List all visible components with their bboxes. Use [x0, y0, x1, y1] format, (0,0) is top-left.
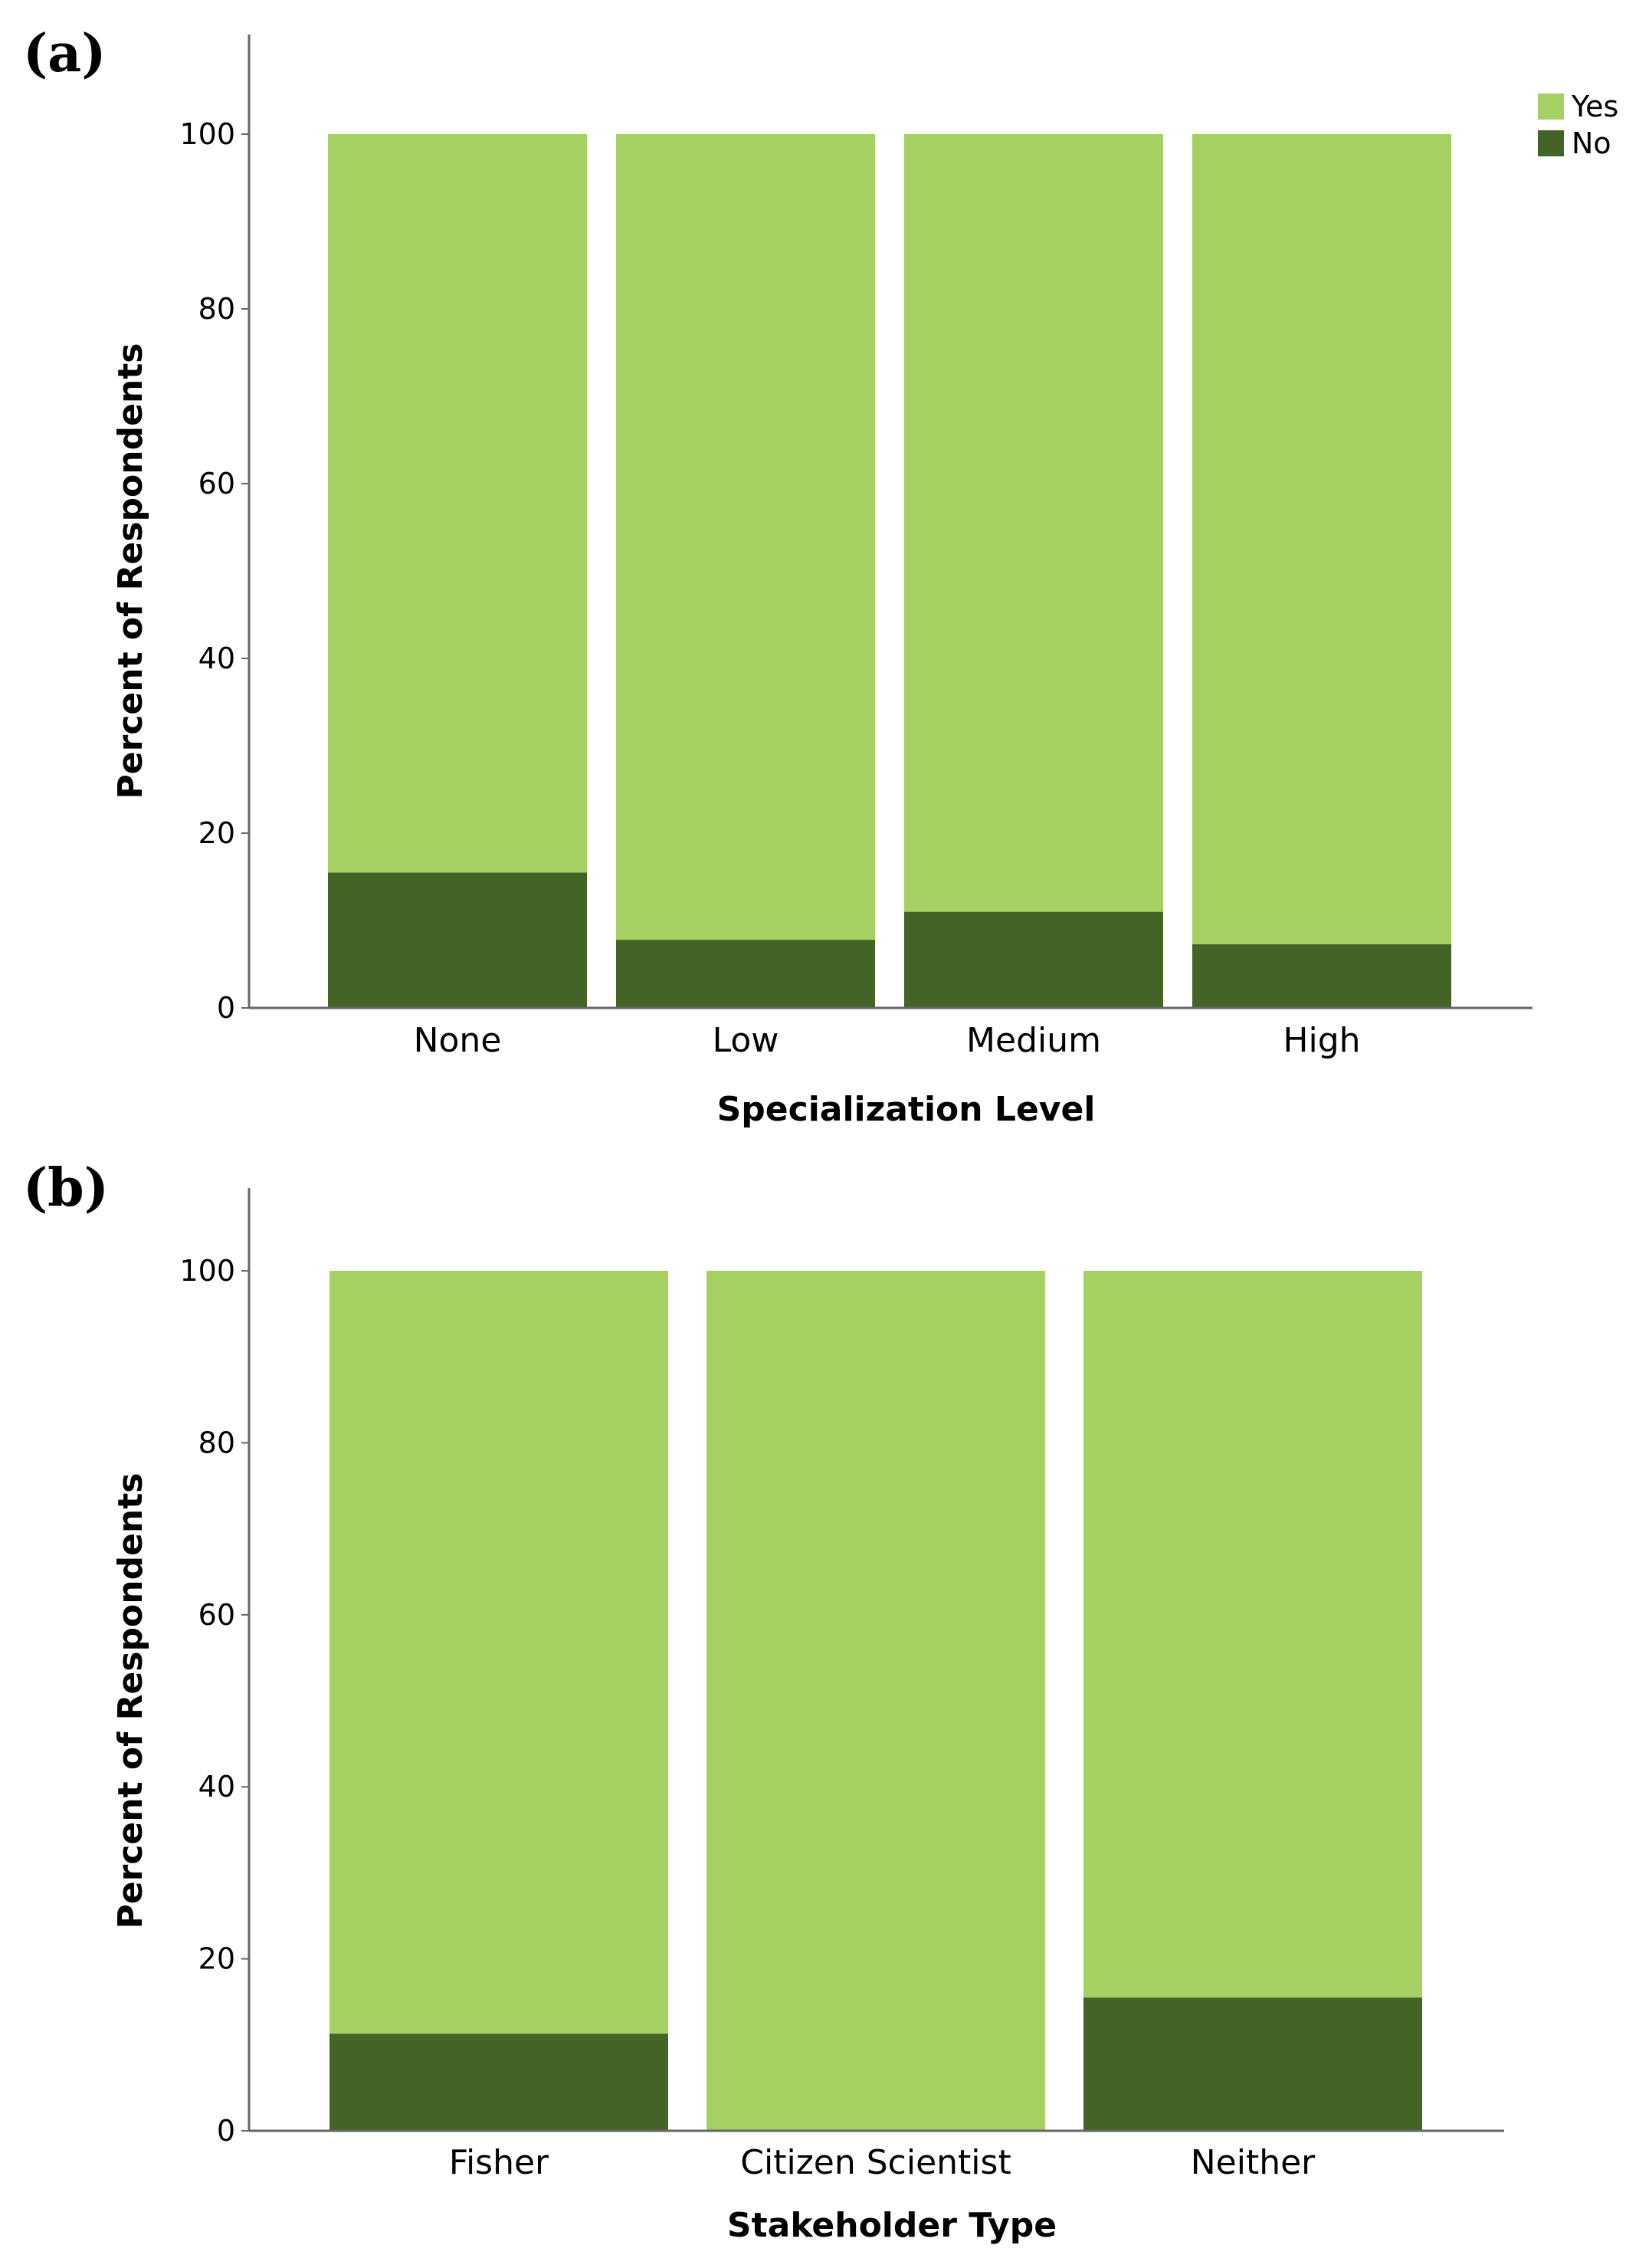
- legend-swatch-no: [1538, 130, 1564, 156]
- y-axis-title: Percent of Respondents: [111, 1473, 150, 1929]
- y-tick-label: 40: [198, 642, 235, 675]
- x-tick-label: Low: [713, 1021, 779, 1060]
- x-tick-label: Citizen Scientist: [740, 2143, 1011, 2182]
- x-axis-title: Stakeholder Type: [727, 2206, 1057, 2245]
- bar-yes-high: [1192, 134, 1451, 944]
- chart-panel-b: (b) Fisher Citizen Scientist Neither 0 20 40 6…: [0, 1134, 1639, 2268]
- panel-label: (b): [23, 1157, 109, 1219]
- x-tick-label: Neither: [1191, 2143, 1316, 2182]
- legend-label-no: No: [1572, 126, 1611, 160]
- bar-no-neither: [1083, 1997, 1422, 2131]
- y-axis-title: Percent of Respondents: [111, 343, 150, 799]
- y-tick-label: 40: [198, 1770, 235, 1804]
- bar-no-none: [328, 872, 587, 1008]
- y-tick-label: 60: [198, 467, 235, 501]
- bar-yes-medium: [904, 134, 1163, 912]
- legend-swatch-yes: [1538, 94, 1564, 120]
- bar-yes-fisher: [329, 1271, 668, 2034]
- bar-yes-neither: [1083, 1271, 1422, 1998]
- bar-yes-none: [328, 134, 587, 873]
- bar-no-low: [616, 940, 875, 1008]
- y-tick-label: 60: [198, 1598, 235, 1632]
- y-tick-label: 0: [217, 991, 235, 1025]
- bar-no-fisher: [329, 2033, 668, 2131]
- bar-no-high: [1192, 944, 1451, 1008]
- y-tick-label: 20: [198, 1942, 235, 1976]
- x-tick-label: High: [1283, 1021, 1360, 1060]
- stacked-bar-chart-specialization: None Low Medium High 0 20 40 60 80 100 Specializat…: [111, 34, 1618, 1129]
- x-tick-label: Medium: [966, 1021, 1101, 1060]
- bar-yes-low: [616, 134, 875, 940]
- y-tick-label: 20: [198, 816, 235, 850]
- y-tick-label: 80: [198, 292, 235, 326]
- y-tick-label: 100: [179, 117, 235, 151]
- stacked-bar-chart-stakeholder: Fisher Citizen Scientist Neither 0 20 40 60 80 1…: [111, 1188, 1504, 2245]
- x-axis-title: Specialization Level: [717, 1090, 1096, 1129]
- panel-label: (a): [23, 23, 107, 84]
- y-tick-label: 100: [179, 1254, 235, 1288]
- bar-no-medium: [904, 911, 1163, 1008]
- y-tick-label: 80: [198, 1426, 235, 1459]
- chart-panel-a: (a) None Low Medium High 0 20 40 60 80 100 Special…: [23, 23, 1618, 1129]
- legend-label-yes: Yes: [1571, 90, 1618, 123]
- x-tick-label: None: [414, 1021, 502, 1060]
- bar-yes-citizen-scientist: [706, 1271, 1045, 2131]
- y-tick-label: 0: [217, 2114, 235, 2148]
- x-tick-label: Fisher: [449, 2143, 549, 2182]
